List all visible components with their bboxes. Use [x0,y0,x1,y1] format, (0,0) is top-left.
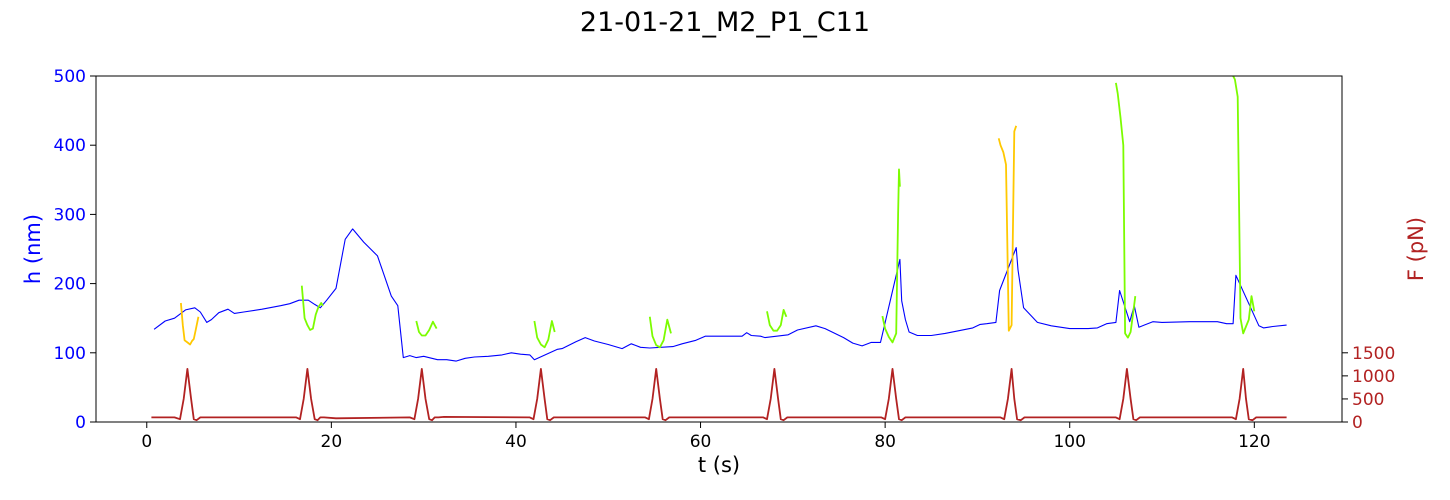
x-tick-label: 80 [874,432,896,452]
left-y-tick-label: 400 [54,136,86,156]
left-y-tick-label: 300 [54,205,86,225]
left-y-axis: 0 100 200 300 400 500 [54,67,96,433]
chart-title: 21-01-21_M2_P1_C11 [580,7,870,38]
left-y-tick-label: 0 [75,413,86,433]
x-tick-label: 40 [505,432,527,452]
right-y-axis: 0 500 1000 1500 [1342,344,1395,433]
series-line-3 [415,320,438,337]
x-tick-label: 0 [141,432,152,452]
x-axis-label: t (s) [698,453,740,477]
left-y-axis-label: h (nm) [21,214,45,284]
series-line-6 [766,308,788,332]
series-line-7 [881,168,901,344]
right-y-axis-label: F (pN) [1404,217,1428,281]
left-y-tick-label: 200 [54,275,86,295]
x-tick-label: 60 [690,432,712,452]
right-y-tick-label: 1500 [1352,344,1395,364]
series-line-2 [300,285,324,331]
series-line-9 [1115,82,1137,339]
series-line-1 [180,302,200,346]
left-y-tick-label: 100 [54,344,86,364]
x-tick-label: 120 [1238,432,1270,452]
right-y-tick-label: 0 [1352,413,1363,433]
x-tick-label: 100 [1053,432,1085,452]
plot-frame [95,75,1343,423]
series-line-8 [997,125,1018,332]
x-axis: 0 20 40 60 80 100 120 [141,422,1271,452]
left-y-tick-label: 500 [54,67,86,87]
series-layer [151,76,1287,422]
x-tick-label: 20 [321,432,343,452]
right-y-tick-label: 500 [1352,390,1384,410]
series-line-11 [151,367,1287,422]
right-y-tick-label: 1000 [1352,367,1395,387]
series-line-4 [533,320,556,349]
series-line-0 [153,228,1287,362]
series-line-5 [648,316,672,349]
series-line-10 [1232,76,1256,335]
